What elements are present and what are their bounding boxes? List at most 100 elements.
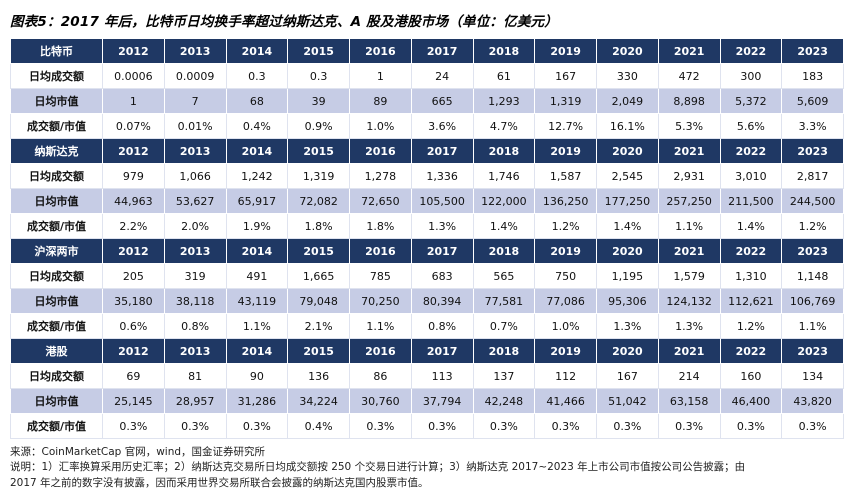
year-header-cell: 2014 <box>225 238 289 264</box>
year-header-cell: 2016 <box>349 138 412 164</box>
notes-line-1: 说明：1）汇率换算采用历史汇率；2）纳斯达克交易所日均成交额按 250 个交易日… <box>10 461 746 473</box>
year-header-cell: 2022 <box>719 38 783 64</box>
year-header-cell: 2012 <box>102 338 165 364</box>
year-header-cell: 2023 <box>781 38 844 64</box>
value-cell: 167 <box>596 363 659 389</box>
year-header-cell: 2019 <box>534 138 597 164</box>
value-cell: 1.1% <box>657 213 721 239</box>
data-row: 日均市值 44,963 53,627 65,917 72,082 72,650 105,50… <box>10 188 844 214</box>
value-cell: 1,278 <box>349 163 412 189</box>
data-row: 日均成交额 69 81 90 136 86 113 137 112 167 214 160 134 <box>10 363 844 389</box>
year-header-cell: 2022 <box>719 238 783 264</box>
value-cell: 2,817 <box>781 163 844 189</box>
value-cell: 137 <box>472 363 536 389</box>
value-cell: 214 <box>657 363 721 389</box>
value-cell: 0.3% <box>349 413 412 439</box>
value-cell: 28,957 <box>163 388 227 414</box>
value-cell: 65,917 <box>225 188 289 214</box>
value-cell: 0.9% <box>287 113 350 139</box>
value-cell: 1.1% <box>781 313 844 339</box>
value-cell: 16.1% <box>596 113 659 139</box>
value-cell: 1.3% <box>410 213 474 239</box>
year-header-cell: 2021 <box>657 338 721 364</box>
value-cell: 1,319 <box>534 88 597 114</box>
value-cell: 5,372 <box>719 88 783 114</box>
value-cell: 72,650 <box>349 188 412 214</box>
value-cell: 39 <box>287 88 350 114</box>
value-cell: 30,760 <box>349 388 412 414</box>
value-cell: 81 <box>163 363 227 389</box>
year-header-cell: 2018 <box>472 38 536 64</box>
value-cell: 68 <box>225 88 289 114</box>
data-row: 日均市值 35,180 38,118 43,119 79,048 70,250 80,394… <box>10 288 844 314</box>
section-header-row: 比特币 2012 2013 2014 2015 2016 2017 2018 2019 2020 2… <box>10 38 844 64</box>
row-label: 日均市值 <box>10 88 103 114</box>
value-cell: 89 <box>349 88 412 114</box>
value-cell: 0.3 <box>225 63 289 89</box>
year-header-cell: 2017 <box>410 238 474 264</box>
year-header-cell: 2014 <box>225 138 289 164</box>
table-body: 比特币 2012 2013 2014 2015 2016 2017 2018 2019 2020 2… <box>10 38 844 439</box>
year-header-cell: 2020 <box>596 38 659 64</box>
value-cell: 1,195 <box>596 263 659 289</box>
year-header-cell: 2014 <box>225 338 289 364</box>
data-row: 日均成交额 205 319 491 1,665 785 683 565 750 1,195 1,57… <box>10 263 844 289</box>
year-header-cell: 2023 <box>781 238 844 264</box>
value-cell: 80,394 <box>410 288 474 314</box>
section-name: 港股 <box>10 338 103 364</box>
section-header-row: 港股 2012 2013 2014 2015 2016 2017 2018 2019 2020 20… <box>10 338 844 364</box>
value-cell: 1,242 <box>225 163 289 189</box>
value-cell: 46,400 <box>719 388 783 414</box>
value-cell: 0.8% <box>410 313 474 339</box>
data-row: 成交额/市值 0.6% 0.8% 1.1% 2.1% 1.1% 0.8% 0.7% 1.0% 1.… <box>10 313 844 339</box>
section-header-row: 纳斯达克 2012 2013 2014 2015 2016 2017 2018 2019 2020… <box>10 138 844 164</box>
value-cell: 0.7% <box>472 313 536 339</box>
value-cell: 112 <box>534 363 597 389</box>
value-cell: 7 <box>163 88 227 114</box>
value-cell: 1,587 <box>534 163 597 189</box>
value-cell: 0.3% <box>657 413 721 439</box>
value-cell: 24 <box>410 63 474 89</box>
value-cell: 1.2% <box>781 213 844 239</box>
value-cell: 0.3% <box>534 413 597 439</box>
value-cell: 2.0% <box>163 213 227 239</box>
value-cell: 0.0006 <box>102 63 165 89</box>
year-header-cell: 2019 <box>534 338 597 364</box>
value-cell: 0.3% <box>163 413 227 439</box>
row-label: 日均市值 <box>10 188 103 214</box>
value-cell: 1.4% <box>719 213 783 239</box>
value-cell: 61 <box>472 63 536 89</box>
value-cell: 683 <box>410 263 474 289</box>
year-header-cell: 2020 <box>596 238 659 264</box>
row-label: 日均成交额 <box>10 163 103 189</box>
year-header-cell: 2015 <box>287 38 350 64</box>
value-cell: 3,010 <box>719 163 783 189</box>
year-header-cell: 2012 <box>102 238 165 264</box>
value-cell: 167 <box>534 63 597 89</box>
value-cell: 4.7% <box>472 113 536 139</box>
year-header-cell: 2023 <box>781 338 844 364</box>
value-cell: 5.3% <box>657 113 721 139</box>
value-cell: 0.3% <box>472 413 536 439</box>
value-cell: 0.3% <box>596 413 659 439</box>
year-header-cell: 2017 <box>410 38 474 64</box>
year-header-cell: 2015 <box>287 238 350 264</box>
section-name: 沪深两市 <box>10 238 103 264</box>
data-row: 成交额/市值 2.2% 2.0% 1.9% 1.8% 1.8% 1.3% 1.4% 1.2% 1.… <box>10 213 844 239</box>
value-cell: 244,500 <box>781 188 844 214</box>
year-header-cell: 2016 <box>349 38 412 64</box>
data-row: 日均成交额 0.0006 0.0009 0.3 0.3 1 24 61 167 330 472 300… <box>10 63 844 89</box>
year-header-cell: 2020 <box>596 338 659 364</box>
value-cell: 1.2% <box>719 313 783 339</box>
value-cell: 77,086 <box>534 288 597 314</box>
value-cell: 1,293 <box>472 88 536 114</box>
value-cell: 31,286 <box>225 388 289 414</box>
figure-title: 图表5：2017 年后，比特币日均换手率超过纳斯达克、A 股及港股市场（单位：亿… <box>10 14 558 30</box>
value-cell: 1,148 <box>781 263 844 289</box>
value-cell: 1.3% <box>657 313 721 339</box>
value-cell: 43,820 <box>781 388 844 414</box>
value-cell: 1,319 <box>287 163 350 189</box>
year-header-cell: 2012 <box>102 38 165 64</box>
market-table: 比特币 2012 2013 2014 2015 2016 2017 2018 2019 2020 2… <box>10 38 844 439</box>
year-header-cell: 2013 <box>163 138 227 164</box>
